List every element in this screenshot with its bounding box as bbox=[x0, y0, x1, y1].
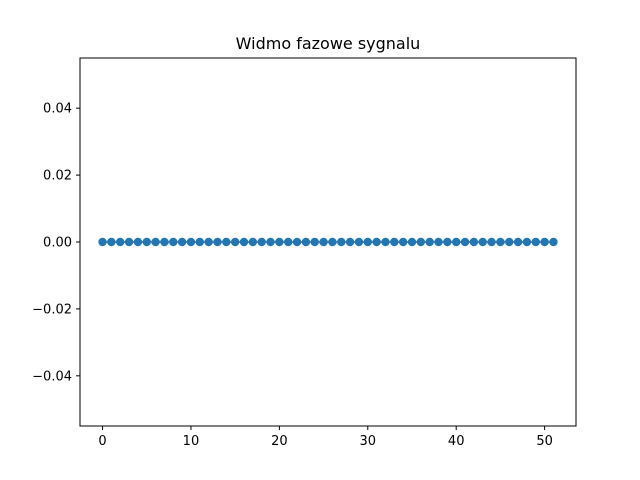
data-point bbox=[443, 237, 452, 247]
y-tick-label: 0.04 bbox=[43, 102, 72, 117]
y-axis: 0.04 0.02 0.00 −0.02 −0.04 bbox=[32, 102, 80, 384]
x-tick-label: 10 bbox=[183, 434, 200, 449]
data-point bbox=[345, 237, 355, 247]
x-tick-label: 40 bbox=[448, 434, 465, 449]
data-point bbox=[363, 237, 372, 247]
x-axis: 0 10 20 30 40 50 bbox=[98, 426, 553, 449]
y-tick-label: 0.00 bbox=[43, 236, 72, 251]
data-point bbox=[275, 237, 284, 247]
data-point bbox=[169, 237, 178, 247]
data-point bbox=[478, 237, 487, 247]
data-point bbox=[195, 237, 205, 247]
data-point bbox=[416, 237, 426, 247]
data-point bbox=[522, 237, 532, 247]
data-point bbox=[116, 237, 125, 247]
data-point bbox=[292, 237, 302, 247]
data-point bbox=[98, 237, 107, 247]
data-point bbox=[124, 237, 134, 247]
data-point bbox=[513, 237, 523, 247]
chart-title: Widmo fazowe sygnalu bbox=[236, 34, 421, 53]
data-point bbox=[142, 237, 151, 247]
data-point bbox=[133, 237, 143, 247]
data-point bbox=[354, 237, 364, 247]
data-point bbox=[301, 237, 311, 247]
data-point bbox=[266, 237, 275, 247]
data-point bbox=[310, 237, 319, 247]
data-point bbox=[213, 237, 222, 247]
data-point bbox=[239, 237, 249, 247]
data-point bbox=[398, 237, 408, 247]
data-point bbox=[505, 237, 514, 247]
y-tick-label: −0.04 bbox=[32, 369, 72, 384]
data-point bbox=[540, 237, 549, 247]
data-point bbox=[407, 237, 417, 247]
axes-frame bbox=[79, 57, 577, 427]
data-point bbox=[151, 237, 160, 247]
data-point bbox=[204, 237, 213, 247]
data-point bbox=[496, 237, 505, 247]
x-tick-label: 0 bbox=[98, 434, 106, 449]
data-point bbox=[186, 237, 196, 247]
data-point bbox=[319, 237, 328, 247]
data-point bbox=[107, 237, 116, 247]
x-tick-label: 50 bbox=[536, 434, 553, 449]
data-point bbox=[531, 237, 540, 247]
data-point bbox=[248, 237, 258, 247]
data-point bbox=[425, 237, 434, 247]
data-point bbox=[434, 237, 443, 247]
data-point bbox=[284, 237, 293, 247]
data-point bbox=[381, 237, 390, 247]
y-tick-label: −0.02 bbox=[32, 302, 72, 317]
data-point bbox=[451, 237, 461, 247]
data-point bbox=[222, 237, 231, 247]
data-point bbox=[160, 237, 169, 247]
data-point bbox=[487, 237, 496, 247]
plot-area bbox=[98, 237, 558, 247]
data-point bbox=[230, 237, 240, 247]
data-point bbox=[469, 237, 479, 247]
data-point bbox=[390, 237, 399, 247]
data-point bbox=[328, 237, 337, 247]
data-point bbox=[372, 237, 381, 247]
data-point bbox=[177, 237, 187, 247]
x-tick-label: 20 bbox=[271, 434, 288, 449]
data-point bbox=[337, 237, 346, 247]
x-tick-label: 30 bbox=[360, 434, 377, 449]
data-point bbox=[257, 237, 266, 247]
data-point bbox=[549, 237, 558, 247]
data-point bbox=[460, 237, 470, 247]
y-tick-label: 0.02 bbox=[43, 169, 72, 184]
